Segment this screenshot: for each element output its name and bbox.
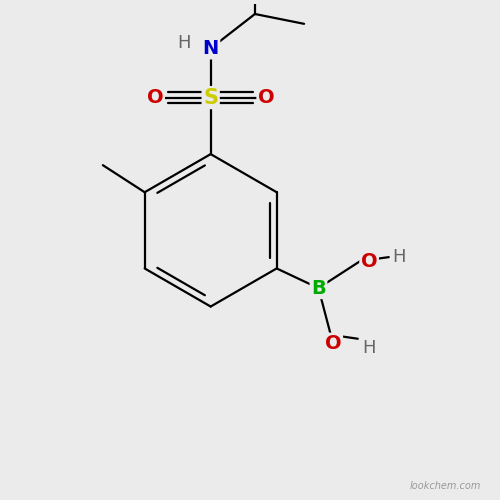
- Text: H: H: [392, 248, 406, 266]
- Text: O: O: [361, 252, 378, 270]
- Text: O: O: [147, 88, 164, 107]
- Text: O: O: [325, 334, 342, 353]
- Text: H: H: [177, 34, 190, 52]
- Text: lookchem.com: lookchem.com: [410, 481, 481, 491]
- Text: S: S: [203, 88, 218, 108]
- Text: B: B: [311, 278, 326, 297]
- Text: N: N: [202, 39, 219, 58]
- Text: O: O: [258, 88, 274, 107]
- Text: H: H: [362, 338, 376, 356]
